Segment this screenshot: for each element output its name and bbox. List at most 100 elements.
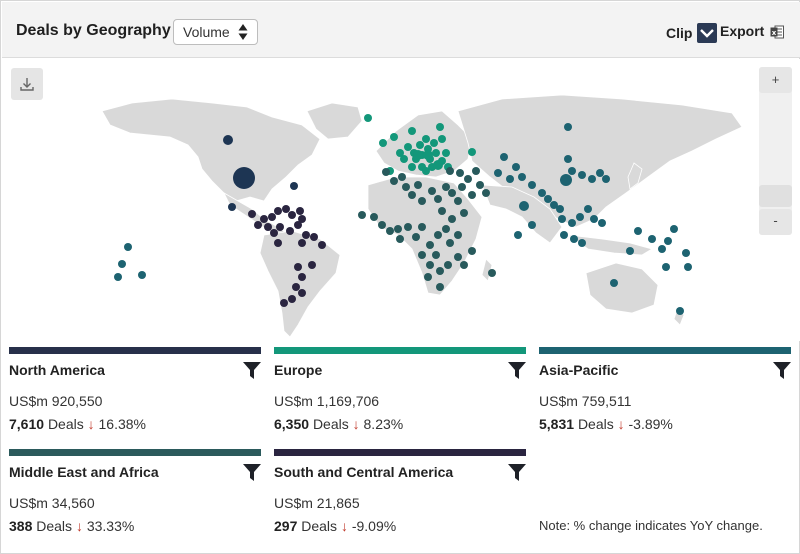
deal-marker[interactable] — [358, 211, 366, 219]
deal-marker[interactable] — [464, 175, 472, 183]
deal-marker[interactable] — [432, 149, 440, 157]
deal-marker[interactable] — [276, 223, 284, 231]
deal-marker[interactable] — [298, 289, 306, 297]
deal-marker[interactable] — [436, 283, 444, 291]
deal-marker[interactable] — [268, 213, 276, 221]
deal-marker[interactable] — [413, 150, 423, 160]
deal-marker[interactable] — [390, 177, 398, 185]
deal-marker[interactable] — [398, 173, 406, 181]
deal-marker[interactable] — [670, 225, 678, 233]
deal-marker[interactable] — [414, 181, 422, 189]
deal-marker[interactable] — [460, 261, 468, 269]
deal-marker[interactable] — [446, 167, 454, 175]
deal-marker[interactable] — [442, 149, 450, 157]
deal-marker[interactable] — [418, 223, 426, 231]
deal-marker[interactable] — [590, 215, 598, 223]
deal-marker[interactable] — [432, 251, 440, 259]
deal-marker[interactable] — [124, 243, 132, 251]
export-button[interactable]: Export — [720, 23, 765, 39]
clip-toggle[interactable] — [697, 23, 717, 43]
deal-marker[interactable] — [664, 237, 672, 245]
deal-marker[interactable] — [482, 189, 490, 197]
deal-marker[interactable] — [248, 210, 256, 218]
deal-marker[interactable] — [434, 231, 442, 239]
deal-marker[interactable] — [118, 260, 126, 268]
deal-marker[interactable] — [430, 139, 438, 147]
deal-marker[interactable] — [378, 221, 386, 229]
deal-marker[interactable] — [560, 174, 572, 186]
deal-marker[interactable] — [379, 139, 387, 147]
deal-marker[interactable] — [422, 167, 430, 175]
deal-marker[interactable] — [564, 155, 572, 163]
deal-marker[interactable] — [596, 169, 604, 177]
zoom-in-button[interactable]: + — [759, 67, 792, 93]
deal-marker[interactable] — [416, 141, 424, 149]
deal-marker[interactable] — [448, 215, 456, 223]
filter-icon[interactable] — [243, 362, 261, 379]
excel-icon[interactable]: x — [770, 25, 784, 39]
deal-marker[interactable] — [519, 201, 529, 211]
deal-marker[interactable] — [514, 231, 522, 239]
deal-marker[interactable] — [578, 171, 586, 179]
deal-marker[interactable] — [506, 175, 514, 183]
deal-marker[interactable] — [396, 235, 404, 243]
deal-marker[interactable] — [288, 211, 296, 219]
deal-marker[interactable] — [282, 205, 290, 213]
deal-marker[interactable] — [310, 233, 318, 241]
filter-icon[interactable] — [773, 362, 791, 379]
deal-marker[interactable] — [568, 167, 576, 175]
deal-marker[interactable] — [676, 307, 684, 315]
metric-select[interactable]: Volume — [173, 19, 258, 45]
deal-marker[interactable] — [454, 253, 462, 261]
deal-marker[interactable] — [292, 283, 300, 291]
deal-marker[interactable] — [424, 273, 432, 281]
deal-marker[interactable] — [396, 149, 404, 157]
deal-marker[interactable] — [290, 182, 298, 190]
deal-marker[interactable] — [662, 263, 670, 271]
deal-marker[interactable] — [626, 247, 634, 255]
deal-marker[interactable] — [602, 175, 610, 183]
deal-marker[interactable] — [454, 231, 462, 239]
deal-marker[interactable] — [610, 279, 618, 287]
deal-marker[interactable] — [576, 213, 584, 221]
deal-marker[interactable] — [370, 213, 378, 221]
deal-marker[interactable] — [528, 181, 536, 189]
filter-icon[interactable] — [508, 362, 526, 379]
deal-marker[interactable] — [598, 219, 606, 227]
deal-marker[interactable] — [468, 191, 476, 199]
deal-marker[interactable] — [448, 189, 456, 197]
zoom-slider-handle[interactable] — [759, 185, 792, 207]
deal-marker[interactable] — [658, 245, 666, 253]
deal-marker[interactable] — [433, 160, 443, 170]
deal-marker[interactable] — [550, 201, 558, 209]
deal-marker[interactable] — [456, 169, 464, 177]
deal-marker[interactable] — [436, 123, 444, 131]
deal-marker[interactable] — [528, 221, 536, 229]
deal-marker[interactable] — [364, 114, 372, 122]
deal-marker[interactable] — [390, 133, 398, 141]
deal-marker[interactable] — [423, 150, 433, 160]
deal-marker[interactable] — [518, 173, 526, 181]
deal-marker[interactable] — [684, 263, 692, 271]
deal-marker[interactable] — [444, 261, 452, 269]
deal-marker[interactable] — [460, 209, 468, 217]
deal-marker[interactable] — [560, 231, 568, 239]
deal-marker[interactable] — [308, 261, 316, 269]
deal-marker[interactable] — [408, 127, 416, 135]
deal-marker[interactable] — [458, 183, 466, 191]
deal-marker[interactable] — [442, 225, 450, 233]
deal-marker[interactable] — [408, 163, 416, 171]
deal-marker[interactable] — [476, 181, 484, 189]
deal-marker[interactable] — [472, 167, 480, 175]
filter-icon[interactable] — [243, 464, 261, 481]
deal-marker[interactable] — [408, 191, 416, 199]
deal-marker[interactable] — [488, 269, 496, 277]
download-button[interactable] — [11, 68, 43, 100]
deal-marker[interactable] — [588, 175, 596, 183]
deal-marker[interactable] — [233, 167, 255, 189]
deal-marker[interactable] — [114, 273, 122, 281]
deal-marker[interactable] — [274, 239, 282, 247]
deal-marker[interactable] — [228, 203, 236, 211]
deal-marker[interactable] — [434, 195, 442, 203]
deal-marker[interactable] — [294, 221, 302, 229]
